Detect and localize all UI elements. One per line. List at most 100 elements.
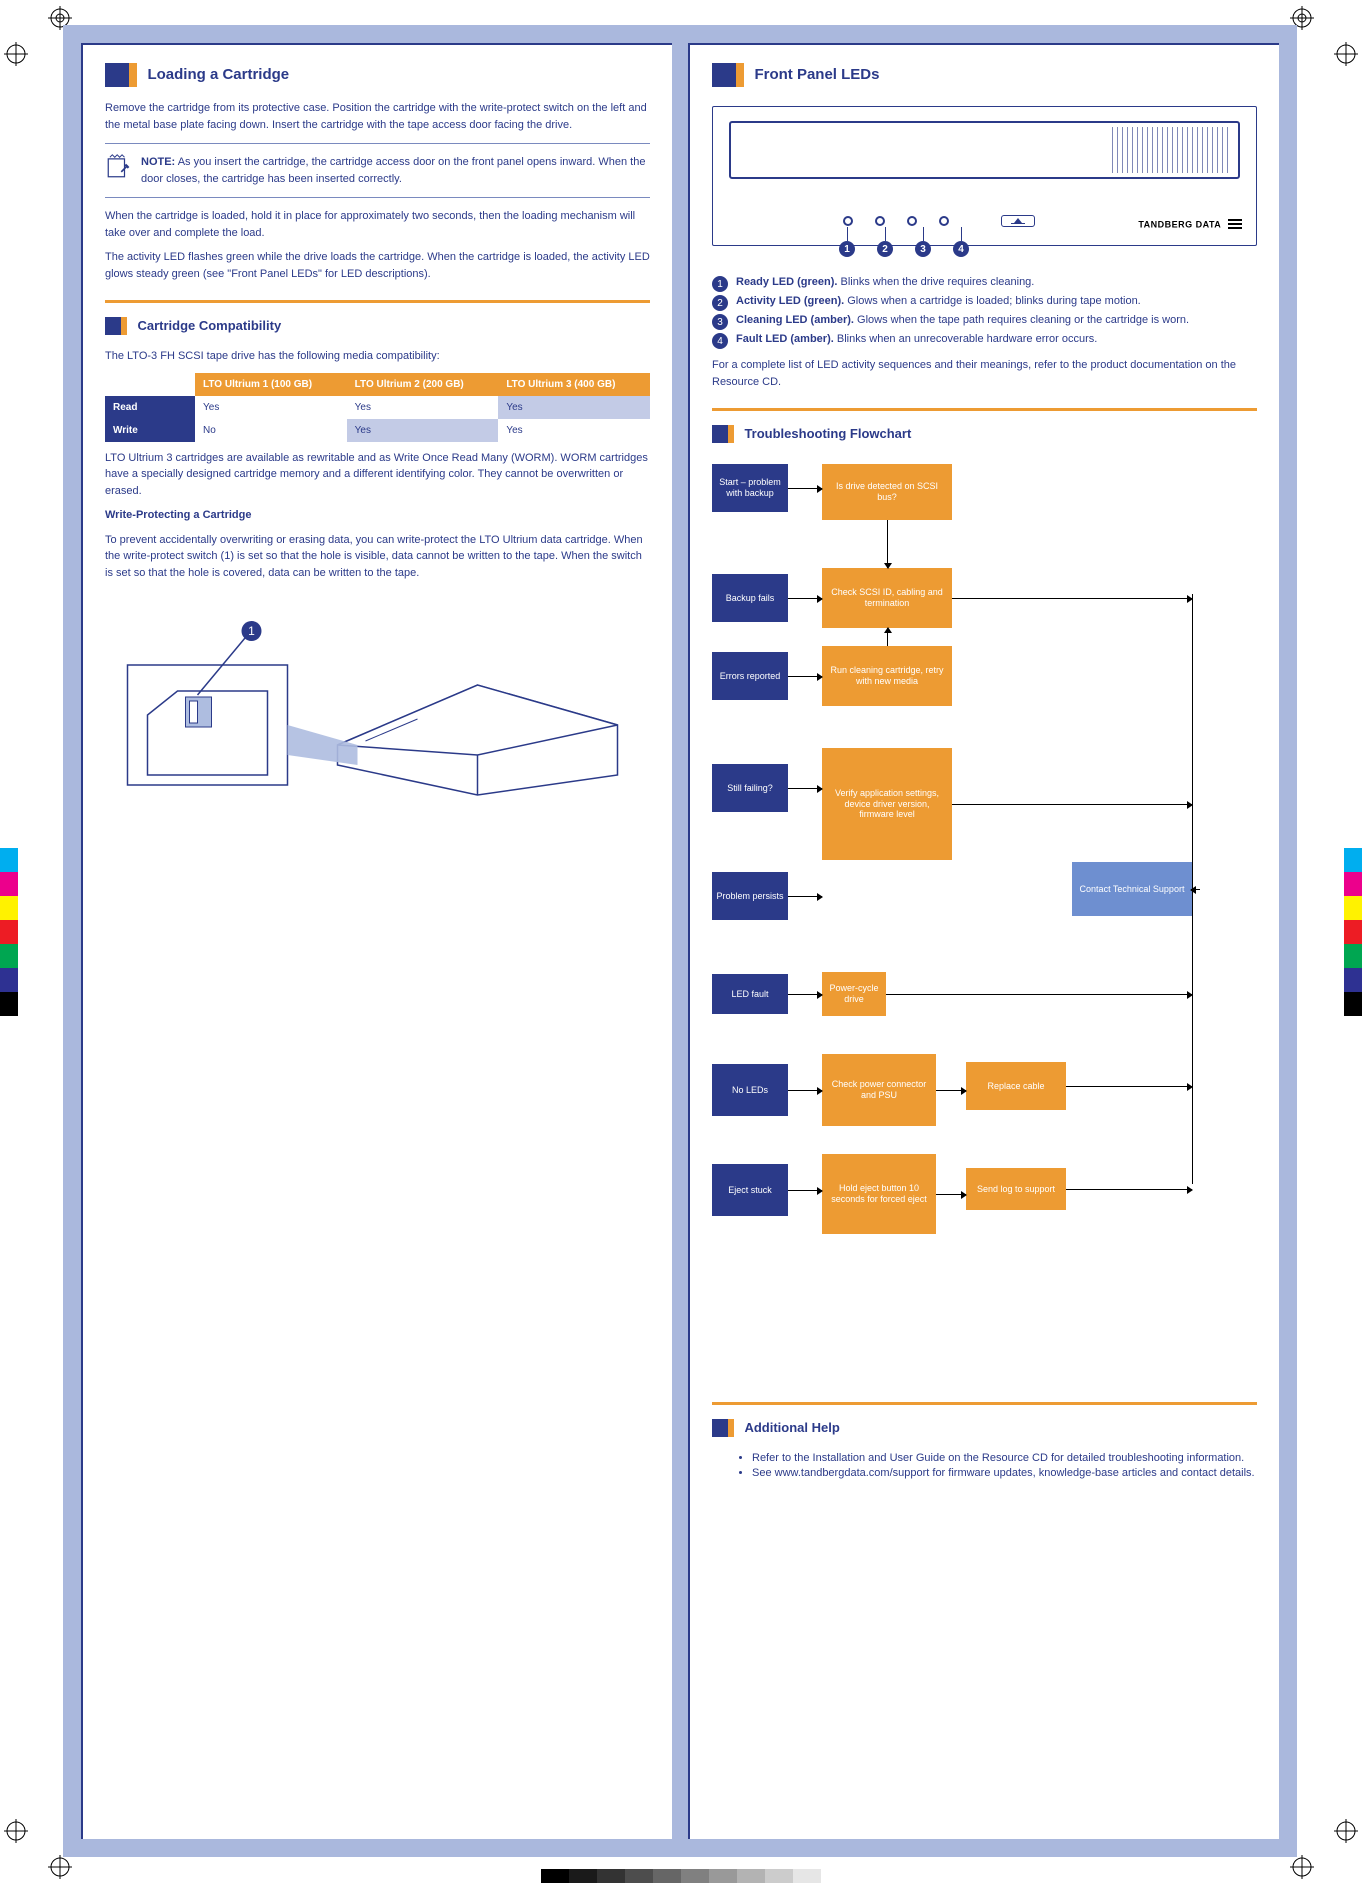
registration-mark-icon — [4, 1819, 28, 1843]
note-icon — [105, 154, 131, 185]
flow-question-node: Start – problem with backup — [712, 464, 788, 512]
table-row-label: Read — [105, 396, 195, 419]
flow-arrow — [788, 1190, 822, 1191]
section-title: Troubleshooting Flowchart — [744, 425, 911, 443]
section-cartridge-compat: Cartridge Compatibility The LTO-3 FH SCS… — [105, 317, 650, 805]
note-block: NOTE: As you insert the cartridge, the c… — [105, 154, 650, 187]
flow-arrow — [887, 520, 888, 568]
led-indicator-icon — [907, 216, 917, 226]
content-frame: Loading a Cartridge Remove the cartridge… — [63, 25, 1297, 1857]
flow-arrow — [788, 788, 822, 789]
flow-arrow — [1186, 1189, 1192, 1190]
callout-badge: 2 — [877, 241, 893, 257]
flow-arrow — [936, 1090, 966, 1091]
drive-slot — [729, 121, 1240, 179]
flow-arrow — [788, 488, 822, 489]
flow-question-node: No LEDs — [712, 1064, 788, 1116]
drive-vents — [1112, 127, 1232, 173]
flow-question-node: Still failing? — [712, 764, 788, 812]
flow-arrow — [788, 896, 822, 897]
table-header-blank — [105, 373, 195, 396]
registration-mark-icon — [1334, 1819, 1358, 1843]
paragraph: To prevent accidentally overwriting or e… — [105, 532, 650, 582]
table-cell: Yes — [195, 396, 347, 419]
flow-arrow — [952, 598, 1192, 599]
section-title: Loading a Cartridge — [147, 63, 289, 87]
section-divider-orange — [712, 408, 1257, 411]
callout-badge: 3 — [915, 241, 931, 257]
flow-arrow — [1066, 1086, 1192, 1087]
page: manualshive.com Loading a Cartridge Remo… — [0, 0, 1362, 1885]
note-text: As you insert the cartridge, the cartrid… — [141, 156, 645, 185]
flow-question-node: Errors reported — [712, 652, 788, 700]
section-loading-cartridge: Loading a Cartridge Remove the cartridge… — [105, 63, 650, 282]
flow-arrow — [1066, 1189, 1192, 1190]
registration-mark-icon — [1334, 42, 1358, 66]
brand-bars-icon — [1228, 219, 1242, 231]
list-item: 3Cleaning LED (amber). Glows when the ta… — [712, 314, 1257, 330]
table-header: LTO Ultrium 2 (200 GB) — [347, 373, 499, 396]
section-troubleshooting: Troubleshooting Flowchart Start – proble… — [712, 425, 1257, 1384]
flow-arrow — [887, 628, 888, 646]
registration-mark-icon — [1290, 1855, 1314, 1879]
right-column: Front Panel LEDs TA — [688, 43, 1279, 1839]
table-header: LTO Ultrium 1 (100 GB) — [195, 373, 347, 396]
led-indicator-icon — [843, 216, 853, 226]
color-calibration-bar-right — [1344, 848, 1362, 1016]
flow-arrow — [1186, 1086, 1192, 1087]
list-item: 1Ready LED (green). Blinks when the driv… — [712, 276, 1257, 292]
flow-question-node: Backup fails — [712, 574, 788, 622]
section-front-leds: Front Panel LEDs TA — [712, 63, 1257, 390]
section-marker-icon — [712, 430, 734, 447]
list-item: 2Activity LED (green). Glows when a cart… — [712, 295, 1257, 311]
flow-terminal-node: Contact Technical Support — [1072, 862, 1192, 916]
paragraph: The LTO-3 FH SCSI tape drive has the fol… — [105, 348, 650, 365]
note-label: NOTE: — [141, 156, 175, 168]
section-title: Additional Help — [744, 1419, 839, 1437]
flow-action-node: Replace cable — [966, 1062, 1066, 1110]
cartridge-illustration: 1 — [105, 595, 650, 805]
left-column: Loading a Cartridge Remove the cartridge… — [81, 43, 672, 1839]
flow-question-node: Problem persists — [712, 872, 788, 920]
list-item: 4Fault LED (amber). Blinks when an unrec… — [712, 333, 1257, 349]
section-title: Cartridge Compatibility — [137, 317, 281, 335]
paragraph: LTO Ultrium 3 cartridges are available a… — [105, 450, 650, 500]
drive-front-illustration: TANDBERG DATA 1 2 3 4 — [712, 106, 1257, 246]
subheading: Write-Protecting a Cartridge — [105, 507, 650, 524]
section-additional-help: Additional Help Refer to the Installatio… — [712, 1419, 1257, 1479]
flow-action-node: Hold eject button 10 seconds for forced … — [822, 1154, 936, 1234]
table-cell: Yes — [498, 396, 650, 419]
list-item: Refer to the Installation and User Guide… — [752, 1452, 1257, 1464]
flow-arrow — [1186, 994, 1192, 995]
callout-badge: 1 — [248, 624, 255, 638]
table-header-row: LTO Ultrium 1 (100 GB) LTO Ultrium 2 (20… — [105, 373, 650, 396]
table-cell: No — [195, 419, 347, 442]
callout-badge: 1 — [839, 241, 855, 257]
eject-button-icon — [1001, 215, 1035, 227]
flow-arrow — [788, 994, 822, 995]
section-marker-icon — [105, 63, 137, 92]
paragraph: For a complete list of LED activity sequ… — [712, 357, 1257, 390]
registration-mark-icon — [4, 42, 28, 66]
table-cell: Yes — [347, 419, 499, 442]
flow-arrow — [1186, 598, 1192, 599]
color-calibration-bar-left — [0, 848, 18, 1016]
led-description-list: 1Ready LED (green). Blinks when the driv… — [712, 276, 1257, 349]
paragraph: When the cartridge is loaded, hold it in… — [105, 208, 650, 241]
flow-action-node: Verify application settings, device driv… — [822, 748, 952, 860]
registration-mark-icon — [48, 1855, 72, 1879]
section-marker-icon — [712, 1424, 734, 1441]
flow-arrow — [1191, 889, 1200, 890]
flow-action-node: Is drive detected on SCSI bus? — [822, 464, 952, 520]
table-header: LTO Ultrium 3 (400 GB) — [498, 373, 650, 396]
flow-question-node: LED fault — [712, 974, 788, 1014]
flow-action-node: Power-cycle drive — [822, 972, 886, 1016]
flow-arrow — [952, 804, 1192, 805]
flow-arrow — [788, 1090, 822, 1091]
section-marker-icon — [712, 63, 744, 92]
paragraph: Remove the cartridge from its protective… — [105, 100, 650, 133]
drive-controls — [843, 215, 1035, 227]
flow-action-node: Send log to support — [966, 1168, 1066, 1210]
grayscale-calibration-bar — [541, 1869, 821, 1883]
callout-badges: 1 2 3 4 — [839, 229, 969, 257]
